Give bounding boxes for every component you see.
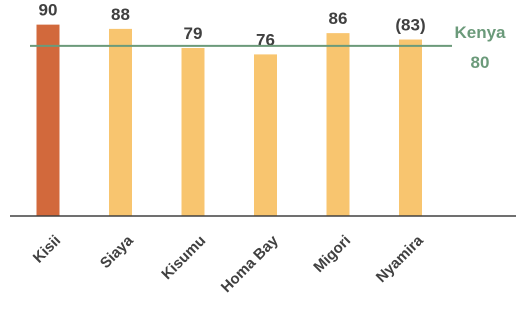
category-label-kisii: Kisii	[30, 232, 64, 266]
category-label-kisumu: Kisumu	[158, 232, 209, 283]
bar-nyamira	[399, 39, 422, 216]
value-label-migori: 86	[329, 9, 348, 28]
bar-kisii	[36, 24, 60, 217]
bar-homa-bay	[254, 54, 277, 217]
category-label-nyamira: Nyamira	[373, 232, 427, 286]
bar-kisumu	[181, 48, 205, 216]
category-label-siaya: Siaya	[97, 232, 137, 272]
category-label-homa-bay: Homa Bay	[218, 232, 282, 296]
bars-group	[36, 24, 422, 217]
category-label-migori: Migori	[310, 232, 354, 276]
value-label-nyamira: (83)	[395, 16, 425, 35]
category-labels-group: Kisii Siaya Kisumu Homa Bay Migori Nyamira	[30, 232, 427, 296]
value-label-kisii: 90	[39, 1, 58, 20]
value-label-kisumu: 79	[184, 24, 203, 43]
bar-migori	[326, 33, 350, 216]
value-label-siaya: 88	[111, 5, 130, 24]
reference-line-name: Kenya	[454, 23, 506, 42]
value-labels-group: 90 88 79 76 86 (83)	[39, 1, 426, 50]
value-label-homa-bay: 76	[256, 30, 275, 49]
bar-siaya	[109, 28, 132, 216]
reference-line-value: 80	[471, 53, 490, 72]
